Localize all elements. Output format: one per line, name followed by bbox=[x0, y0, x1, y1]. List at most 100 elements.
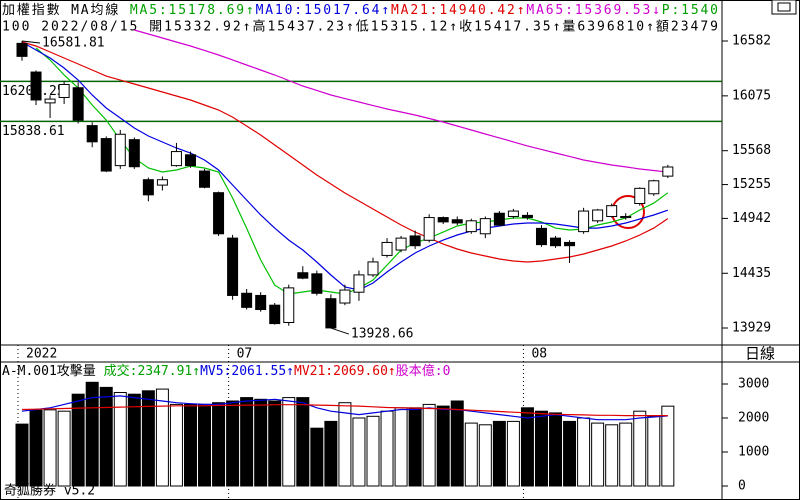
y-tick-label: 16582 bbox=[732, 34, 771, 49]
header-item: 股本億:0 bbox=[396, 363, 451, 379]
candle-body bbox=[44, 98, 56, 104]
candle-body bbox=[606, 205, 618, 217]
reference-label: 15838.61 bbox=[2, 124, 65, 139]
volume-bar bbox=[464, 422, 478, 487]
volume-bar bbox=[563, 420, 577, 487]
corner-icon bbox=[777, 2, 791, 12]
panel-subheader: 100 2022/08/15 開15332.92↑高15437.23↑低1531… bbox=[2, 19, 718, 35]
volume-bar bbox=[15, 423, 29, 487]
x-tick-label: 2022 bbox=[26, 347, 57, 362]
candle-body bbox=[634, 187, 646, 204]
panel-header: A-M.001攻擊量 成交:2347.91↑MV5:2061.55↑MV21:2… bbox=[2, 363, 450, 379]
candle-body bbox=[297, 272, 309, 279]
candle-body bbox=[72, 87, 84, 121]
header-item: MA5:15178.69↑ bbox=[130, 3, 254, 18]
volume-bar bbox=[169, 403, 183, 487]
volume-bar bbox=[520, 407, 534, 487]
volume-bar bbox=[324, 420, 338, 487]
candle-body bbox=[592, 209, 604, 222]
candle-body bbox=[662, 166, 674, 177]
candle-body bbox=[535, 227, 547, 246]
candle-body bbox=[353, 274, 365, 293]
ma-line bbox=[21, 41, 669, 263]
candle-body bbox=[114, 133, 126, 167]
header-item: MA65:15369.53↓ bbox=[526, 3, 660, 18]
period-label: 日線 bbox=[745, 345, 775, 363]
volume-bar bbox=[619, 422, 633, 487]
volume-bar bbox=[254, 398, 268, 487]
header-item: MV21:2069.60↑ bbox=[294, 364, 396, 379]
candle-body bbox=[578, 210, 590, 233]
volume-bar bbox=[282, 397, 296, 487]
candle-body bbox=[213, 192, 225, 235]
ma-line bbox=[35, 47, 669, 295]
volume-bar bbox=[198, 403, 212, 487]
candle-body bbox=[255, 294, 267, 311]
volume-bar bbox=[380, 410, 394, 487]
volume-bar bbox=[141, 390, 155, 487]
candle-body bbox=[423, 217, 435, 241]
y-tick-label: 15255 bbox=[732, 177, 771, 192]
volume-bar bbox=[268, 400, 282, 487]
ma-line bbox=[21, 404, 668, 417]
candle-body bbox=[381, 241, 393, 256]
corner-button[interactable] bbox=[771, 0, 797, 15]
volume-bar bbox=[127, 393, 141, 487]
x-tick-label: 08 bbox=[531, 347, 547, 362]
header-item: 加權指數 MA均線 bbox=[2, 2, 128, 18]
annotation-leader bbox=[21, 40, 41, 44]
volume-bar bbox=[99, 386, 113, 487]
annotation: 13928.66 bbox=[351, 327, 414, 342]
plot-layer: 加權指數 MA均線 MA5:15178.69↑ MA10:15017.64↑ MA2… bbox=[0, 2, 771, 500]
header-item: MA21:14940.42↑ bbox=[391, 3, 525, 18]
candle-body bbox=[269, 304, 281, 325]
x-tick-label: 07 bbox=[237, 347, 253, 362]
volume-bar bbox=[113, 391, 127, 487]
volume-bar bbox=[577, 417, 591, 487]
volume-bar bbox=[155, 388, 169, 487]
candle-body bbox=[311, 273, 323, 294]
volume-bar bbox=[436, 405, 450, 487]
volume-bar bbox=[240, 397, 254, 487]
candle-body bbox=[339, 289, 351, 304]
candle-body bbox=[620, 215, 632, 219]
candle-body bbox=[86, 125, 98, 143]
volume-bar bbox=[71, 393, 85, 487]
candle-body bbox=[58, 83, 70, 98]
candle-body bbox=[142, 179, 154, 196]
volume-bar bbox=[366, 415, 380, 487]
y-tick-label: 14942 bbox=[732, 211, 771, 226]
volume-bar bbox=[549, 412, 563, 487]
volume-bar bbox=[492, 420, 506, 487]
candle-body bbox=[156, 179, 168, 186]
volume-bar bbox=[310, 427, 324, 487]
volume-bar bbox=[394, 407, 408, 487]
candle-body bbox=[283, 287, 295, 323]
candle-body bbox=[564, 241, 576, 247]
candle-body bbox=[227, 237, 239, 296]
volume-bar bbox=[478, 424, 492, 487]
panel-header: 加權指數 MA均線 MA5:15178.69↑ MA10:15017.64↑ MA2… bbox=[2, 2, 718, 18]
header-item: MA10:15017.64↑ bbox=[256, 3, 390, 18]
y-tick-label: 13929 bbox=[732, 321, 771, 336]
volume-bar bbox=[296, 397, 310, 487]
annotation-leader bbox=[330, 327, 350, 335]
volume-bar bbox=[605, 424, 619, 487]
volume-bar bbox=[591, 422, 605, 487]
volume-bar bbox=[647, 415, 661, 487]
candle-body bbox=[479, 218, 491, 235]
volume-bar bbox=[43, 409, 57, 487]
candle-body bbox=[30, 71, 42, 101]
y-tick-label: 2000 bbox=[738, 410, 769, 425]
candle-body bbox=[451, 219, 463, 224]
candle-body bbox=[367, 261, 379, 276]
candle-body bbox=[395, 237, 407, 251]
ma-line bbox=[134, 29, 668, 173]
y-tick-label: 0 bbox=[738, 479, 746, 494]
y-tick-label: 16075 bbox=[732, 88, 771, 103]
volume-bar bbox=[183, 403, 197, 487]
candle-body bbox=[465, 220, 477, 233]
candle-body bbox=[648, 180, 660, 195]
